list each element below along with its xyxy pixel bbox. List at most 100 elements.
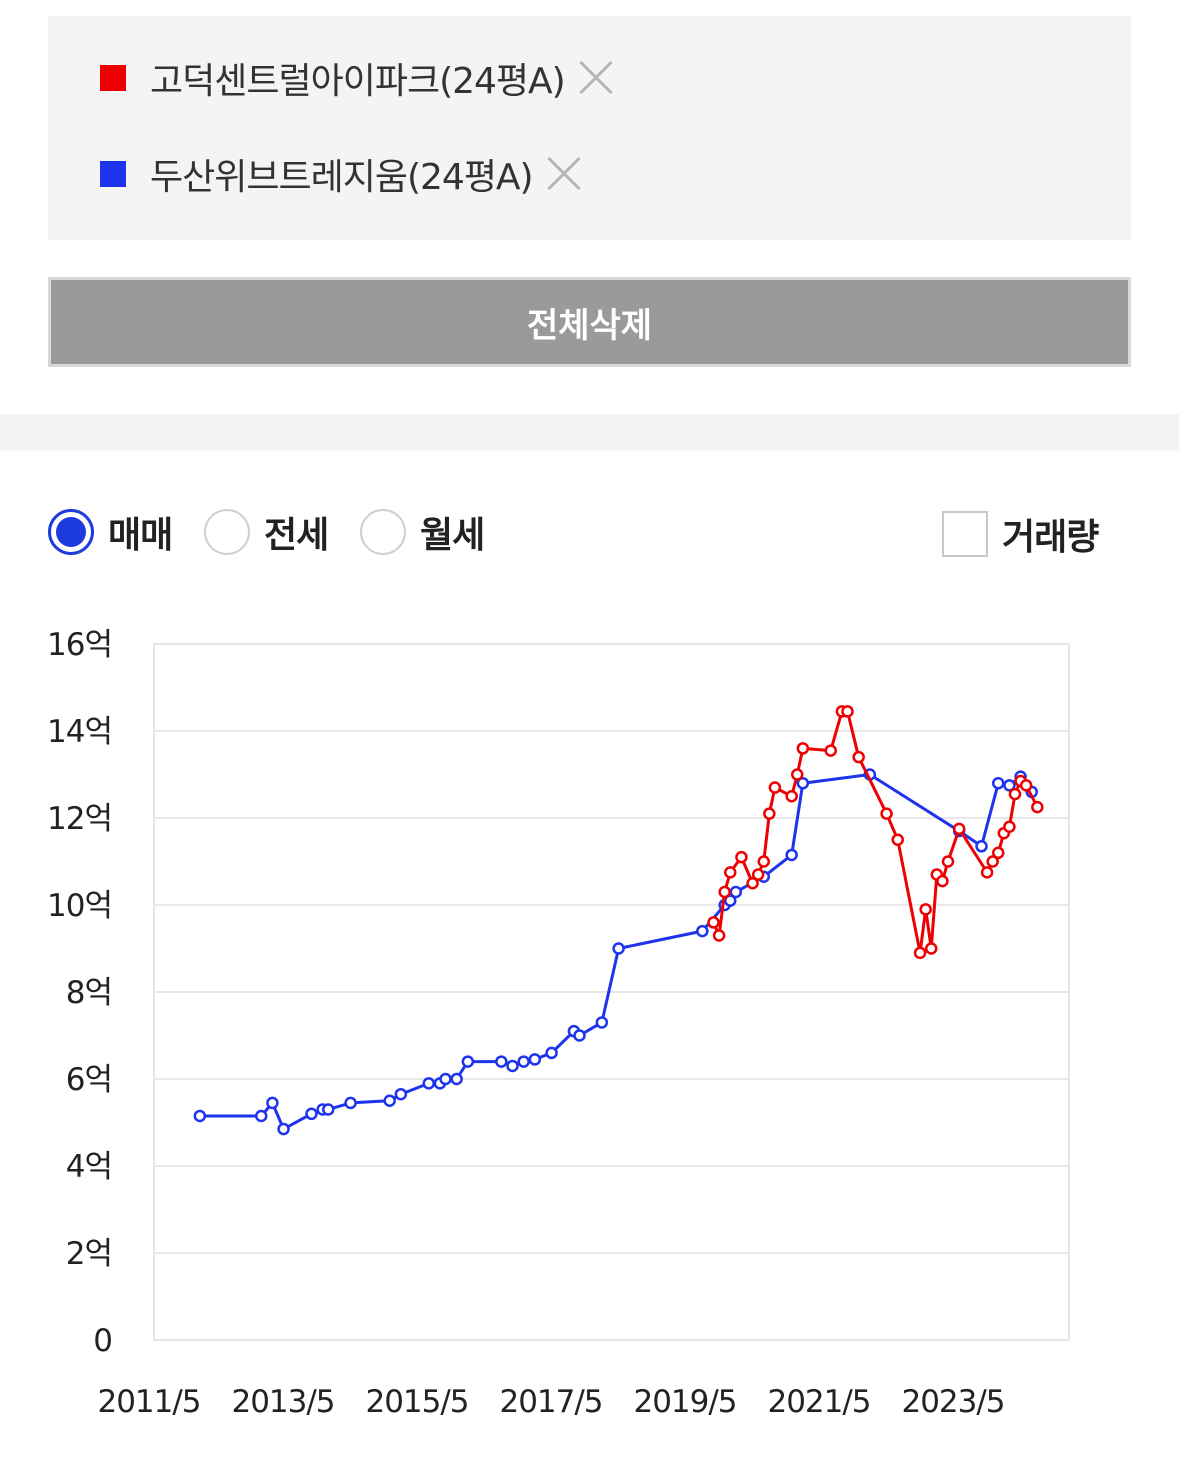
data-point — [696, 924, 709, 938]
y-tick-label: 2억 — [66, 1236, 112, 1272]
close-icon[interactable] — [545, 155, 583, 193]
data-point — [768, 781, 782, 794]
data-point — [506, 1059, 519, 1073]
data-point — [992, 846, 1005, 860]
data-point — [450, 1072, 463, 1086]
x-tick-label: 2023/5 — [901, 1384, 1004, 1420]
data-point — [785, 790, 798, 803]
data-point — [791, 768, 804, 781]
y-tick-label: 8억 — [66, 975, 112, 1011]
data-point — [517, 1055, 530, 1068]
data-point — [383, 1094, 396, 1107]
checkbox-label: 거래량 — [1002, 517, 1099, 558]
data-point — [545, 1046, 558, 1060]
data-point — [1003, 820, 1016, 833]
data-point — [980, 866, 994, 879]
radio-unselected-icon — [360, 509, 406, 555]
chart-series — [193, 705, 1044, 1136]
data-point — [707, 916, 720, 929]
radio-selected-icon — [48, 509, 94, 555]
x-tick-label: 2019/5 — [633, 1384, 736, 1420]
compare-item-godeok: 고덕센트럴아이파크(24평A) — [100, 48, 615, 108]
data-point — [986, 855, 999, 868]
data-point — [1031, 800, 1044, 814]
data-point — [712, 929, 726, 942]
y-tick-label: 6억 — [66, 1062, 112, 1098]
data-point — [305, 1107, 318, 1121]
radio-label: 매매 — [108, 515, 173, 556]
y-axis: 0 2억 4억 6억 8억 10억 12억 14억 16억 — [47, 627, 113, 1359]
data-point — [841, 705, 854, 718]
data-point — [277, 1122, 290, 1136]
data-point — [852, 750, 865, 764]
delete-all-button[interactable]: 전체삭제 — [48, 277, 1131, 367]
data-point — [913, 946, 927, 960]
data-point — [461, 1055, 475, 1068]
radio-label: 월세 — [420, 515, 485, 556]
data-point — [925, 942, 938, 955]
y-tick-label: 16억 — [47, 627, 112, 663]
y-tick-label: 0 — [93, 1323, 112, 1359]
x-tick-label: 2011/5 — [97, 1384, 200, 1420]
data-point — [595, 1016, 609, 1029]
radio-monthly-rent[interactable]: 월세 — [360, 506, 485, 558]
data-point — [1019, 779, 1033, 792]
x-tick-label: 2021/5 — [767, 1384, 870, 1420]
y-tick-label: 10억 — [47, 888, 112, 924]
data-point — [718, 885, 731, 899]
data-point — [824, 744, 837, 757]
data-point — [975, 840, 988, 853]
section-divider — [0, 414, 1179, 451]
data-point — [941, 855, 955, 868]
data-point — [439, 1072, 452, 1086]
compare-item-label: 두산위브트레지움(24평A) — [150, 157, 534, 198]
data-point — [763, 807, 776, 820]
data-point — [757, 855, 770, 868]
volume-checkbox[interactable]: 거래량 — [942, 508, 1099, 560]
radio-label: 전세 — [264, 515, 329, 556]
data-point — [735, 850, 748, 864]
data-point — [266, 1096, 279, 1110]
radio-sale[interactable]: 매매 — [48, 506, 173, 558]
data-point — [936, 874, 949, 888]
data-point — [796, 776, 810, 790]
data-point — [573, 1029, 586, 1042]
data-point — [255, 1109, 268, 1123]
data-point — [796, 742, 810, 755]
data-point — [193, 1109, 207, 1123]
data-point — [344, 1096, 357, 1110]
x-tick-label: 2015/5 — [365, 1384, 468, 1420]
data-point — [1008, 787, 1022, 801]
x-tick-label: 2017/5 — [499, 1384, 602, 1420]
compare-list: 고덕센트럴아이파크(24평A) 두산위브트레지움(24평A) — [48, 16, 1131, 240]
x-tick-label: 2013/5 — [231, 1384, 334, 1420]
data-point — [785, 848, 798, 862]
data-point — [992, 776, 1005, 790]
radio-jeonse[interactable]: 전세 — [204, 506, 329, 558]
compare-item-doosan: 두산위브트레지움(24평A) — [100, 144, 583, 204]
compare-item-label: 고덕센트럴아이파크(24평A) — [150, 61, 566, 102]
data-point — [528, 1053, 542, 1066]
data-point — [422, 1077, 435, 1090]
checkbox-icon — [942, 511, 988, 557]
data-point — [952, 822, 966, 836]
data-point — [746, 877, 759, 890]
chart-grid — [154, 643, 1069, 1341]
series-group — [707, 705, 1044, 960]
data-point — [1003, 779, 1016, 792]
data-point — [891, 833, 904, 846]
y-tick-label: 12억 — [47, 801, 112, 837]
close-icon[interactable] — [577, 59, 615, 97]
data-point — [729, 885, 743, 899]
series-line — [712, 709, 1039, 955]
data-point — [724, 894, 737, 907]
series-color-swatch — [100, 161, 126, 187]
plot-area — [153, 643, 1070, 1341]
data-point — [919, 903, 932, 916]
data-point — [751, 868, 765, 881]
data-point — [495, 1055, 508, 1068]
data-point — [880, 807, 893, 820]
radio-unselected-icon — [204, 509, 250, 555]
y-tick-label: 4억 — [66, 1149, 112, 1185]
series-color-swatch — [100, 65, 126, 91]
